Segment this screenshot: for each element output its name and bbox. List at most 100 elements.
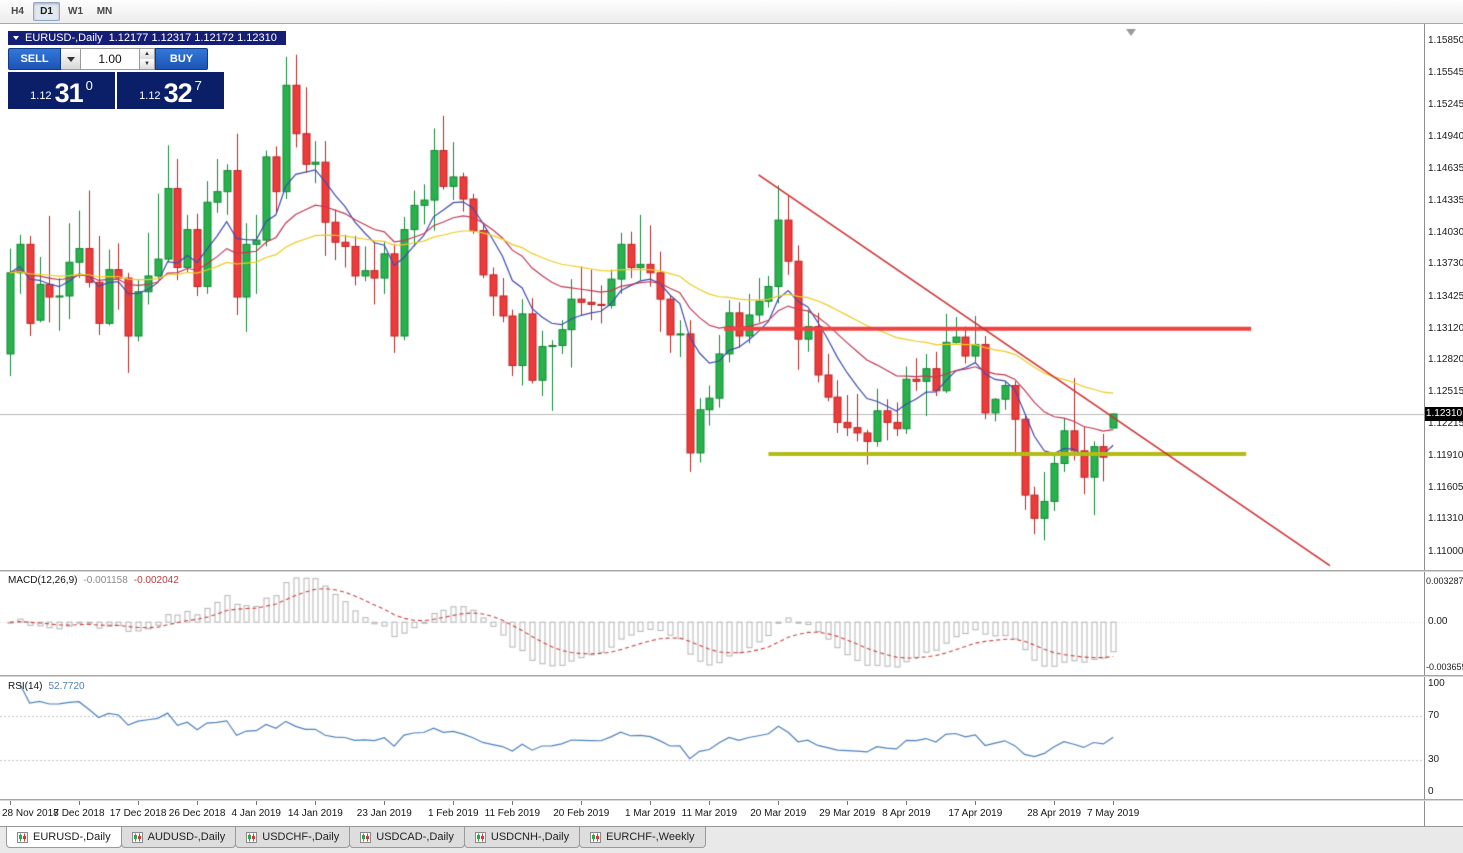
price-chart-canvas[interactable]: [0, 24, 1424, 570]
chart-title-bar: EURUSD-,Daily 1.12177 1.12317 1.12172 1.…: [8, 31, 286, 45]
price-axis-tick: 1.15850: [1428, 35, 1463, 46]
tab-label: USDCHF-,Daily: [262, 831, 340, 843]
date-axis-label: 8 Apr 2019: [882, 808, 931, 819]
date-axis-label: 11 Mar 2019: [681, 808, 738, 819]
date-axis-tick: [709, 801, 710, 805]
price-axis-tick: 1.13120: [1428, 322, 1463, 334]
date-axis-label: 4 Jan 2019: [231, 808, 282, 819]
rsi-axis-tick: 0: [1428, 786, 1434, 797]
tab-usdchf-daily[interactable]: USDCHF-,Daily: [235, 827, 351, 848]
date-axis-tick: [975, 801, 976, 805]
price-axis-tick: 1.14635: [1428, 163, 1463, 174]
one-click-trading-panel: SELL ▲ ▼ BUY 1.12 31 0 1.12 32 7: [8, 48, 224, 109]
date-axis-label: 11 Feb 2019: [484, 808, 541, 819]
date-axis-label: 23 Jan 2019: [356, 808, 412, 819]
tab-label: EURUSD-,Daily: [33, 831, 111, 843]
tab-usdcad-daily[interactable]: USDCAD-,Daily: [349, 827, 465, 848]
price-axis-tick: 1.13730: [1428, 258, 1463, 270]
date-axis-tick: [650, 801, 651, 805]
bottom-tabbar: EURUSD-,Daily AUDUSD-,Daily USDCHF-,Daily U…: [0, 826, 1463, 853]
chart-icon: [246, 831, 258, 843]
sell-price-point: 0: [85, 78, 93, 93]
macd-name: MACD(12,26,9): [8, 575, 78, 586]
rsi-axis-tick: 100: [1428, 678, 1445, 689]
chevron-down-icon: [66, 56, 75, 62]
volume-dropdown-button[interactable]: [61, 48, 81, 70]
sell-price-display[interactable]: 1.12 31 0: [8, 72, 115, 109]
date-axis-label: 28 Apr 2019: [1027, 808, 1082, 819]
sell-price-pips: 31: [54, 78, 84, 108]
date-axis-label: 20 Mar 2019: [750, 808, 807, 819]
buy-button[interactable]: BUY: [155, 48, 208, 70]
rsi-value: 52.7720: [48, 681, 85, 692]
tab-eurusd-daily[interactable]: EURUSD-,Daily: [6, 827, 122, 848]
price-axis: [1424, 24, 1425, 826]
chart-icon: [360, 831, 372, 843]
date-axis-tick: [778, 801, 779, 805]
date-axis-label: 7 Dec 2018: [53, 808, 105, 819]
rsi-name: RSI(14): [8, 681, 43, 692]
rsi-label: RSI(14) 52.7720: [8, 681, 85, 692]
chart-ohlc-values: 1.12177 1.12317 1.12172 1.12310: [108, 32, 277, 44]
macd-label: MACD(12,26,9) -0.001158 -0.002042: [8, 575, 179, 586]
chart-icon: [17, 831, 28, 843]
date-axis-tick: [10, 801, 11, 805]
volume-input[interactable]: [81, 48, 139, 70]
date-axis-tick: [906, 801, 907, 805]
date-axis-tick: [1054, 801, 1055, 805]
price-axis-tick: 1.12515: [1428, 386, 1463, 398]
volume-stepper: ▲ ▼: [139, 48, 155, 70]
date-axis-tick: [847, 801, 848, 805]
collapse-panel-icon[interactable]: [13, 36, 19, 40]
date-axis-tick: [453, 801, 454, 805]
tab-eurchf-weekly[interactable]: EURCHF-,Weekly: [579, 827, 706, 848]
macd-axis-max: 0.003287: [1426, 576, 1463, 586]
price-axis-tick: 1.15245: [1428, 98, 1463, 110]
date-axis-label: 14 Jan 2019: [287, 808, 343, 819]
panel-separator[interactable]: [0, 570, 1463, 572]
tab-usdcnh-daily[interactable]: USDCNH-,Daily: [463, 827, 581, 848]
price-axis-tick: 1.13425: [1428, 290, 1463, 302]
volume-increase-button[interactable]: ▲: [140, 49, 154, 59]
timeframe-d1-button[interactable]: D1: [33, 2, 60, 21]
current-price-tag: 1.12310: [1425, 406, 1463, 421]
timeframe-mn-button[interactable]: MN: [96, 6, 113, 17]
date-axis-label: 20 Feb 2019: [553, 808, 610, 819]
price-axis-tick: 1.14030: [1428, 226, 1463, 238]
tab-label: USDCAD-,Daily: [376, 831, 454, 843]
buy-price-prefix: 1.12: [139, 90, 161, 102]
price-axis-tick: 1.11910: [1428, 450, 1463, 462]
date-axis-tick: [512, 801, 513, 805]
date-axis-label: 7 May 2019: [1087, 808, 1140, 819]
timeframe-h4-button[interactable]: H4: [11, 6, 24, 17]
tab-label: AUDUSD-,Daily: [147, 831, 226, 843]
date-axis-label: 17 Apr 2019: [948, 808, 1003, 819]
date-axis-tick: [1113, 801, 1114, 805]
buy-price-point: 7: [194, 78, 202, 93]
buy-price-display[interactable]: 1.12 32 7: [117, 72, 224, 109]
rsi-axis-tick: 70: [1428, 710, 1440, 722]
price-axis-tick: 1.15545: [1428, 67, 1463, 79]
panel-separator[interactable]: [0, 799, 1463, 801]
price-axis-tick: 1.14940: [1428, 130, 1463, 142]
price-axis-tick: 1.12820: [1428, 354, 1463, 366]
buy-price-pips: 32: [163, 78, 193, 108]
date-axis-tick: [79, 801, 80, 805]
date-axis-tick: [197, 801, 198, 805]
date-axis-tick: [138, 801, 139, 805]
volume-decrease-button[interactable]: ▼: [140, 59, 154, 69]
sell-button[interactable]: SELL: [8, 48, 61, 70]
price-axis-tick: 1.11000: [1428, 546, 1463, 557]
date-axis-label: 17 Dec 2018: [109, 808, 167, 819]
macd-main-value: -0.001158: [83, 575, 128, 586]
date-axis-label: 1 Mar 2019: [624, 808, 676, 819]
date-axis-tick: [384, 801, 385, 805]
tab-label: EURCHF-,Weekly: [606, 831, 695, 843]
date-axis-tick: [315, 801, 316, 805]
timeframe-w1-button[interactable]: W1: [68, 6, 83, 17]
chart-icon: [474, 831, 486, 843]
date-axis-label: 26 Dec 2018: [168, 808, 226, 819]
tab-audusd-daily[interactable]: AUDUSD-,Daily: [120, 827, 237, 848]
macd-signal-value: -0.002042: [133, 575, 179, 586]
panel-separator[interactable]: [0, 675, 1463, 677]
